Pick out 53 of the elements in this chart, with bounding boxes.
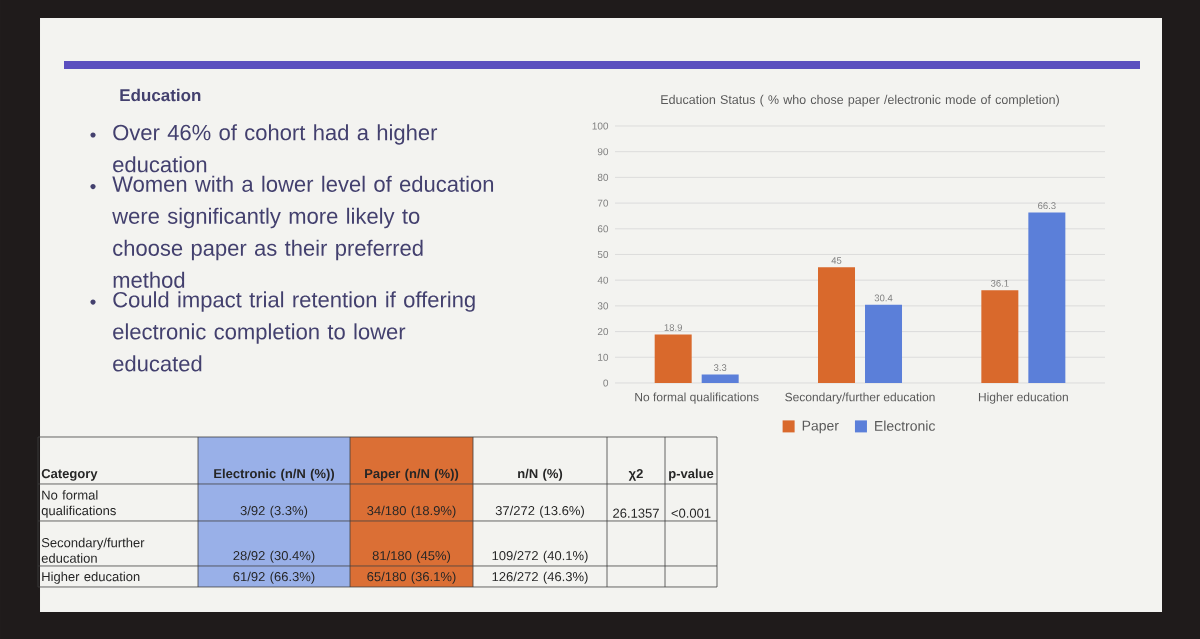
text: 61/92 (66.3%) <box>233 571 315 584</box>
data-label: 18.9 <box>664 324 682 331</box>
data-label: 45 <box>831 257 842 264</box>
text: 28/92 (30.4%) <box>233 550 315 563</box>
y-tick-label: 70 <box>597 199 609 207</box>
text: Category <box>41 468 98 481</box>
bar <box>701 374 739 383</box>
text: 109/272 (40.1%) <box>492 550 588 563</box>
y-tick-label: 20 <box>597 328 609 336</box>
bar <box>865 304 903 383</box>
y-tick-label: 80 <box>597 173 609 181</box>
x-tick-label: Higher education <box>978 392 1068 404</box>
text: 34/180 (18.9%) <box>367 505 456 518</box>
data-label: 66.3 <box>1038 202 1056 210</box>
x-tick-label: No formal qualifications <box>635 392 759 404</box>
text: 26.1357 <box>613 508 659 518</box>
bar <box>818 267 856 383</box>
y-tick-label: 10 <box>598 353 609 361</box>
bar <box>1028 212 1066 383</box>
y-tick-label: 60 <box>597 225 609 233</box>
text: No formal qualifications <box>41 490 116 518</box>
text: 65/180 (36.1%) <box>367 571 456 584</box>
text: Higher education <box>42 571 140 584</box>
text: Women with a lower level of education were significantly more likely to choose paper as their preferred method <box>112 175 494 288</box>
text: Paper (n/N (%)) <box>365 468 459 481</box>
y-tick-label: 50 <box>597 250 609 259</box>
text: χ2 <box>628 469 643 481</box>
text: Education <box>120 88 201 102</box>
y-tick-label: 40 <box>597 276 609 284</box>
text: 126/272 (46.3%) <box>492 571 588 584</box>
text: 3/92 (3.3%) <box>240 505 308 518</box>
data-label: 3.3 <box>713 364 727 371</box>
text: <0.001 <box>671 508 711 518</box>
y-tick-label: 30 <box>597 302 609 310</box>
legend-label: Paper <box>802 420 839 434</box>
bar <box>981 290 1019 383</box>
y-tick-label: 90 <box>597 148 609 156</box>
text: 37/272 (13.6%) <box>495 505 584 518</box>
text: Secondary/further education <box>41 537 145 563</box>
y-tick-label: 0 <box>603 379 609 387</box>
data-label: 36.1 <box>990 279 1009 287</box>
bar <box>654 334 692 383</box>
text: n/N (%) <box>518 468 563 481</box>
y-tick-label: 100 <box>592 122 609 130</box>
legend-label: Electronic <box>875 420 936 431</box>
text: Over 46% of cohort had a higher education <box>113 124 438 173</box>
text: 81/180 (45%) <box>372 550 451 563</box>
text: p-value <box>669 468 714 481</box>
x-tick-label: Secondary/further education <box>785 392 935 404</box>
text: Could impact trial retention if offering electronic completion to lower educated <box>113 291 475 372</box>
text: Electronic (n/N (%)) <box>214 468 335 481</box>
data-label: 30.4 <box>874 294 893 302</box>
chart-title: Education Status ( % who chose paper /electronic mode of completion) <box>661 94 1059 107</box>
